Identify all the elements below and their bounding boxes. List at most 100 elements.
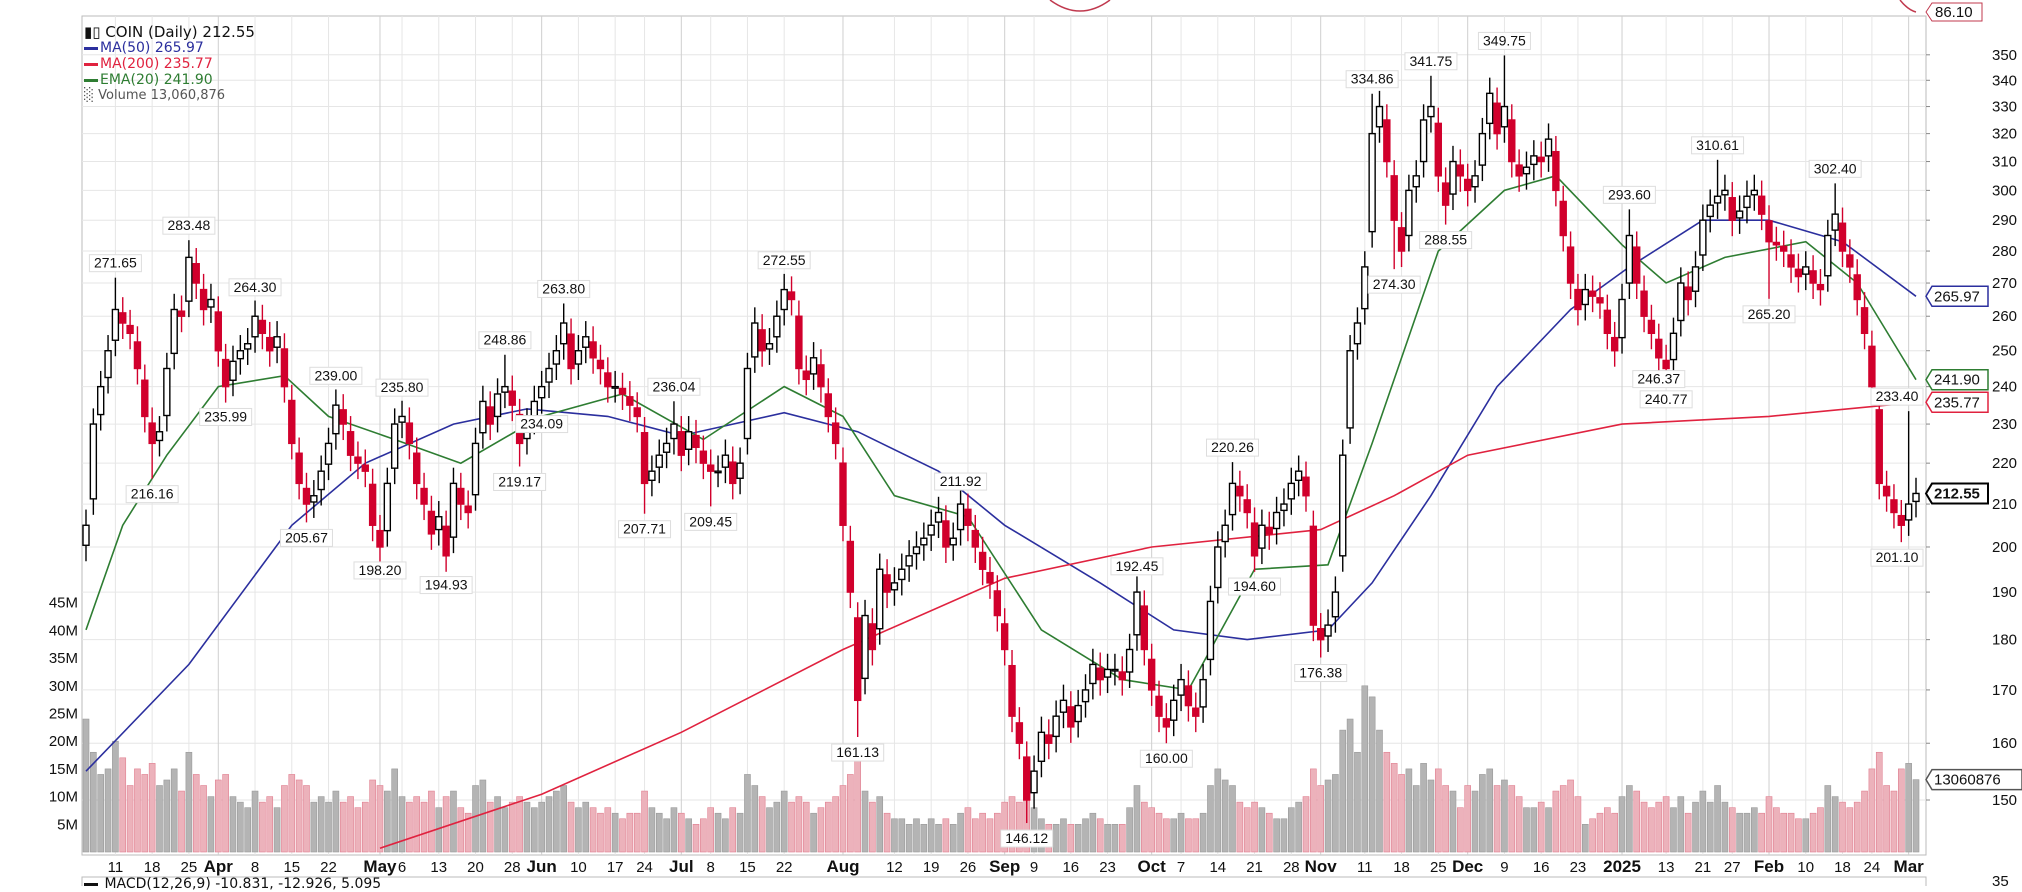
candle [1581,273,1589,321]
y-tick-label: 330 [1992,99,2017,116]
candle [199,273,208,326]
volume-bar [1273,818,1280,853]
legend-symbol-title: COIN (Daily) 212.55 [105,23,255,41]
volume-bar [376,785,384,853]
axis-tag-box [1925,285,1989,308]
axis-tag: 212.55 [1924,482,1989,505]
x-tick-label: 12 [886,859,903,876]
candle [1280,488,1288,527]
volume-bar [1295,801,1302,853]
candle [133,326,142,385]
candle-body [1633,246,1641,284]
volume-bar [1809,812,1817,853]
candle [1596,282,1604,319]
candle-body [1596,297,1604,304]
candle [302,472,311,523]
candle-body [288,399,296,445]
candle-body [1037,731,1046,762]
candle [1478,117,1487,182]
volume-bar [744,774,751,853]
volume-bar [457,807,465,853]
legend-ma200-label: MA(200) 235.77 [100,56,213,72]
candle [111,277,120,357]
volume-bar [1288,807,1295,853]
candle-body [537,385,546,399]
volume-bar [516,796,523,853]
candle [229,345,237,397]
candle-body [1640,290,1648,317]
candle [1375,90,1384,143]
volume-bar [1207,785,1214,853]
candle-body [978,551,987,570]
candle-body [1772,241,1781,246]
candle-body [758,329,766,352]
volume-bar [861,790,869,853]
volume-bar [1141,801,1148,853]
candle-body [853,617,862,702]
candle-body [1508,119,1516,163]
volume-bar [1839,801,1846,853]
candle-body [1339,454,1347,557]
legend-ma50-label: MA(50) 265.97 [100,40,204,56]
volume-bar [685,818,692,853]
candle-body [956,503,965,531]
annotation-label: 194.93 [425,577,468,593]
volume-tick-label: 15M [49,761,78,778]
volume-bar [700,818,707,853]
candle [1184,670,1193,722]
candle-body [1816,283,1825,291]
candle-body [1375,105,1384,128]
candle [398,400,406,439]
candle [1214,531,1222,604]
candle-body [508,390,516,406]
x-tick-label: Mar [1894,857,1925,876]
volume-bar [1780,812,1788,853]
candle-body [1272,511,1281,530]
annotation-label: 176.38 [1299,665,1342,681]
candle [1265,511,1273,550]
candle [1221,509,1229,558]
annotation-label: 216.16 [131,486,174,502]
candle-body [1118,671,1126,681]
volume-bar [119,757,127,853]
candle [773,300,781,353]
axis-tag-label: 212.55 [1934,485,1980,502]
annotation-box [1870,548,1924,567]
candle-body [596,359,605,370]
volume-bar [1714,785,1721,853]
candle [1780,230,1788,268]
candle [339,394,347,441]
volume-bar [1493,785,1501,853]
volume-bar [1853,801,1861,853]
volume-tick-label: 35M [49,650,78,667]
candle [942,505,950,563]
candle-body [280,348,289,388]
candle-body [1552,150,1560,192]
volume-bar [97,774,104,853]
candle [1728,182,1736,237]
candle [626,381,634,422]
candle-body [236,350,245,360]
y-tick-label: 250 [1992,343,2017,360]
x-tick-label: 11 [1357,859,1373,876]
volume-bar [714,812,722,853]
volume-bar [1552,790,1560,853]
axis-tag: 235.77 [1925,391,1989,414]
volume-bar [1626,785,1633,853]
volume-bar [237,801,244,853]
volume-bar [1817,807,1824,853]
candle-body [589,341,597,359]
annotation-box [1477,31,1531,50]
macd-tick-label: 35 [1992,873,2009,886]
candle-body [354,456,362,464]
volume-bar [1861,790,1868,853]
x-tick-label: 10 [570,859,587,876]
candle-body [868,623,877,651]
candle [1125,633,1134,688]
volume-bar [1060,818,1067,853]
candle [96,370,105,431]
annotation-box [618,520,672,539]
annotation-box [757,251,811,270]
volume-bar [295,779,303,853]
